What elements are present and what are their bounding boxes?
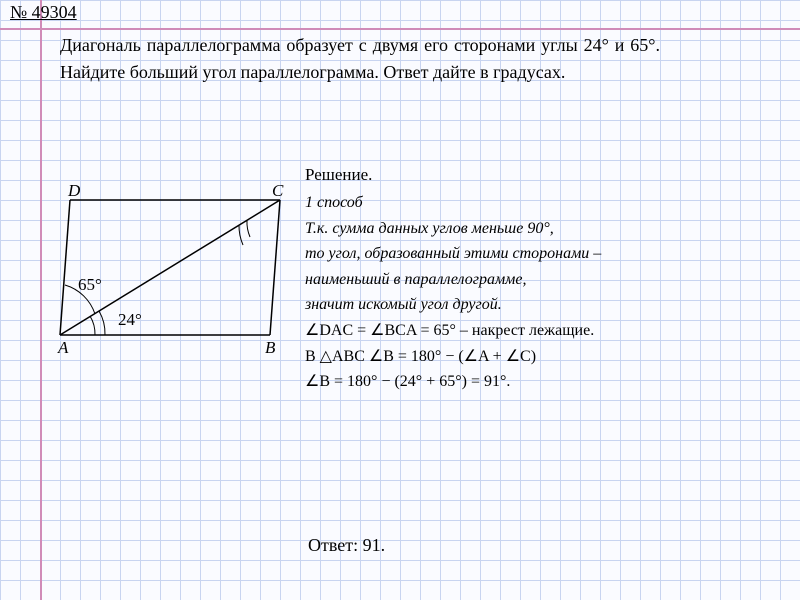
margin-line-top — [0, 28, 800, 30]
solution-math: ∠B = 180° − (24° + 65°) = 91°. — [305, 369, 601, 395]
vertex-b-label: B — [265, 338, 276, 355]
answer: Ответ: 91. — [308, 535, 385, 556]
vertex-c-label: C — [272, 185, 284, 200]
solution-line: значит искомый угол другой. — [305, 292, 601, 318]
vertex-d-label: D — [67, 185, 81, 200]
solution-math: В △ABC ∠B = 180° − (∠A + ∠C) — [305, 344, 601, 370]
vertex-a-label: A — [57, 338, 69, 355]
solution-heading: Решение. — [305, 165, 372, 185]
problem-statement: Диагональ параллелограмма образует с дву… — [60, 32, 660, 86]
angle-65-label: 65° — [78, 275, 102, 294]
solution-method: 1 способ — [305, 190, 601, 216]
angle-24-label: 24° — [118, 310, 142, 329]
parallelogram-figure: A B C D 65° 24° — [40, 185, 285, 355]
solution-line: Т.к. сумма данных углов меньше 90°, — [305, 216, 601, 242]
solution-line: наименьший в параллелограмме, — [305, 267, 601, 293]
problem-number: № 49304 — [10, 2, 77, 23]
answer-label: Ответ: — [308, 535, 358, 555]
answer-value: 91. — [363, 535, 386, 555]
solution-line: то угол, образованный этими сторонами – — [305, 241, 601, 267]
solution-text: 1 способ Т.к. сумма данных углов меньше … — [305, 190, 601, 395]
solution-math: ∠DAC = ∠BCA = 65° – накрест лежащие. — [305, 318, 601, 344]
